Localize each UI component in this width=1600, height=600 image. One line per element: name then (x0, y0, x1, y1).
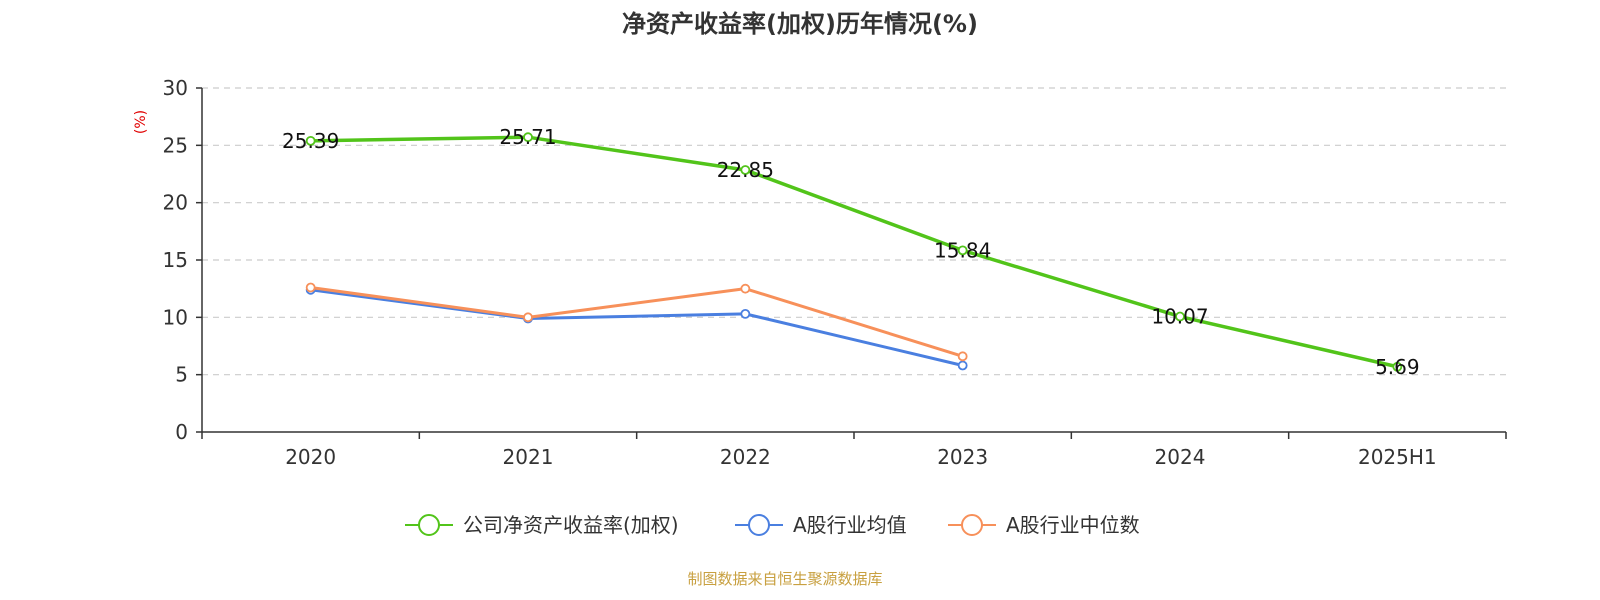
x-tick-label: 2021 (503, 445, 554, 469)
data-point (957, 351, 968, 362)
series-line (310, 286, 964, 358)
data-labels: 25.39 25.71 22.85 15.84 10.07 5.69 (282, 125, 1420, 379)
legend-label: A股行业均值 (793, 513, 907, 537)
data-label: 25.71 (499, 125, 556, 149)
grid-lines (202, 87, 1506, 376)
legend-marker (961, 514, 983, 536)
legend-item: A股行业均值 (735, 513, 907, 537)
legend-label: 公司净资产收益率(加权) (463, 513, 679, 537)
data-label: 25.39 (282, 129, 339, 153)
series-layer (305, 132, 1403, 372)
series-0 (305, 132, 1403, 372)
data-point (740, 165, 751, 175)
series-line (310, 288, 964, 367)
data-point (740, 283, 751, 294)
data-point (957, 360, 968, 371)
x-tick-label: 2024 (1155, 445, 1206, 469)
data-point (1392, 361, 1403, 372)
data-point (305, 135, 316, 146)
y-tick-label: 25 (163, 133, 188, 157)
y-tick-label: 5 (175, 363, 188, 387)
legend: 公司净资产收益率(加权) A股行业均值 A股行业中位数 (405, 513, 1140, 537)
x-tick-label: 2023 (937, 445, 988, 469)
data-label: 15.84 (934, 238, 991, 262)
legend-item: 公司净资产收益率(加权) (405, 513, 679, 537)
y-tick-label: 10 (163, 305, 188, 329)
data-point (523, 312, 533, 323)
legend-marker (748, 514, 770, 536)
x-tick-label: 2025H1 (1358, 445, 1437, 469)
chart-title: 净资产收益率(加权)历年情况(%) (622, 10, 978, 38)
series-line (310, 135, 1398, 369)
legend-marker (418, 514, 440, 536)
data-point (740, 308, 751, 319)
x-tick-label: 2022 (720, 445, 771, 469)
data-point (523, 132, 533, 143)
data-label: 22.85 (717, 158, 774, 182)
y-tick-label: 15 (163, 248, 188, 272)
y-tick-label: 30 (163, 76, 188, 100)
legend-item: A股行业中位数 (948, 513, 1140, 537)
data-label: 10.07 (1151, 305, 1208, 329)
data-point (957, 245, 968, 256)
data-point (305, 282, 316, 293)
y-tick-label: 20 (163, 191, 188, 215)
legend-label: A股行业中位数 (1006, 513, 1140, 537)
source-note: 制图数据来自恒生聚源数据库 (687, 570, 882, 588)
y-axis-label: (%) (133, 110, 149, 134)
series-2 (305, 282, 968, 362)
y-tick-label: 0 (175, 420, 188, 444)
data-label: 5.69 (1375, 355, 1420, 379)
data-point (1175, 311, 1185, 322)
x-tick-label: 2020 (285, 445, 336, 469)
axes: 0 5 10 15 20 25 30 2020 2021 2022 2023 2024 2025H1 (163, 76, 1507, 469)
